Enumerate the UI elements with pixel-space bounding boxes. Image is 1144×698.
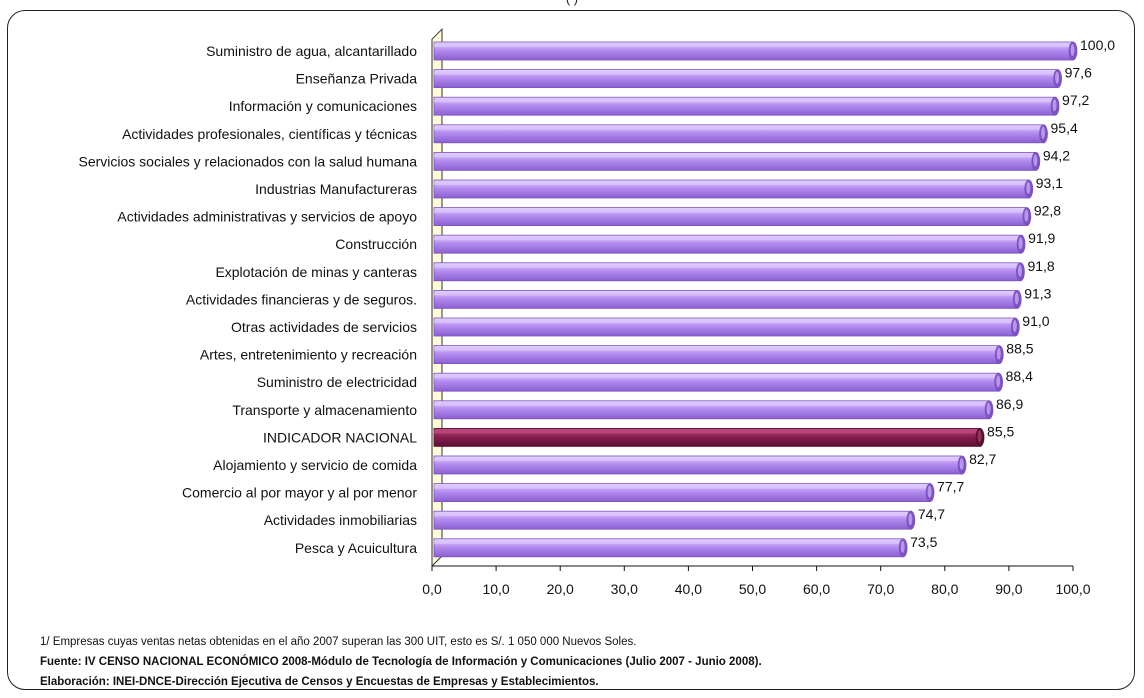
category-label: Alojamiento y servicio de comida [213,457,417,473]
bar-highlight [434,347,996,351]
category-label: Actividades administrativas y servicios … [117,209,417,225]
bar-end-shine [996,375,1001,388]
bar-end-shine [1041,126,1046,139]
value-label: 77,7 [937,479,964,495]
bar-end-shine [977,430,982,443]
category-label: Servicios sociales y relacionados con la… [78,153,417,169]
bar-highlight [434,237,1018,241]
bar-end-shine [927,485,932,498]
category-label: Explotación de minas y canteras [215,264,417,280]
bar-highlight [434,126,1040,130]
bar-end-shine [1026,182,1031,194]
category-label: Suministro de agua, alcantarillado [206,43,417,59]
value-label: 74,7 [918,506,945,522]
bar-end-shine [1017,264,1022,277]
category-label: Artes, entretenimiento y recreación [200,347,417,363]
bar-end-shine [959,458,964,470]
bar-highlight [434,540,900,544]
value-label: 88,4 [1006,368,1033,384]
bar-end-shine [1033,154,1038,167]
bar-highlight [434,209,1023,213]
category-label: Información y comunicaciones [229,98,417,114]
bar-chart: 0,0 10,0 20,0 30,0 40,0 50,0 60,0 70,0 80,0 90,0 1… [78,27,1115,597]
value-label: 91,9 [1028,230,1055,246]
bar-highlight [434,513,907,517]
value-label: 94,2 [1043,147,1070,163]
footnote: 1/ Empresas cuyas ventas netas obtenidas… [40,636,637,648]
bar-end-shine [1070,44,1075,56]
value-label: 95,4 [1051,120,1078,136]
category-label: Construcción [335,236,417,252]
category-label: Enseñanza Privada [296,71,418,87]
category-label: Actividades financieras y de seguros. [186,291,417,307]
x-tick-label: 60,0 [803,581,830,597]
category-label: Actividades profesionales, científicas y… [122,126,417,142]
bar-highlight [434,99,1052,103]
value-label: 82,7 [969,451,996,467]
chart-notes: 1/ Empresas cuyas ventas netas obtenidas… [40,632,762,692]
x-tick-label: 50,0 [739,581,766,597]
value-label: 73,5 [910,534,937,550]
bar-end-shine [1024,209,1029,222]
value-label: 92,8 [1034,203,1061,219]
bar-highlight [434,430,977,434]
x-tick-label: 40,0 [675,581,702,597]
x-tick-label: 20,0 [547,581,574,597]
x-tick-label: 80,0 [931,581,958,597]
value-label: 97,2 [1062,92,1089,108]
x-tick-label: 100,0 [1055,581,1090,597]
value-label: 85,5 [987,423,1014,439]
value-label: 91,8 [1027,258,1054,274]
x-tick-label: 10,0 [482,581,509,597]
bar-end-shine [1052,99,1057,112]
value-label: 91,3 [1024,285,1051,301]
bar-end-shine [1055,71,1060,84]
bar-end-shine [996,347,1001,360]
bar-end-shine [1018,237,1023,250]
bar-highlight [434,182,1025,185]
x-tick-label: 0,0 [422,581,442,597]
bar-end-shine [1014,292,1019,305]
category-label: INDICADOR NACIONAL [263,429,417,445]
value-label: 93,1 [1036,175,1063,191]
x-tick-label: 30,0 [611,581,638,597]
bar-highlight [434,44,1069,47]
bar-end-shine [908,513,913,526]
value-label: 91,0 [1022,313,1049,329]
bar-highlight [434,292,1014,296]
bar-highlight [434,71,1054,75]
bar-highlight [434,264,1017,268]
bar-highlight [434,485,927,489]
bar-highlight [434,154,1032,158]
header-fragment: ( ) [0,0,1144,6]
category-label: Pesca y Acuicultura [295,540,417,556]
category-label: Otras actividades de servicios [231,319,417,335]
bar-end-shine [986,402,991,415]
bar-end-shine [1012,320,1017,332]
bar-highlight [434,320,1012,323]
x-tick-label: 70,0 [867,581,894,597]
x-tick-label: 90,0 [995,581,1022,597]
category-label: Industrias Manufactureras [255,181,417,197]
category-label: Actividades inmobiliarias [264,512,417,528]
bar-highlight [434,375,995,379]
bar-highlight [434,458,959,461]
value-label: 86,9 [996,396,1023,412]
value-label: 88,5 [1006,341,1033,357]
value-label: 100,0 [1080,37,1115,53]
value-label: 97,6 [1065,65,1092,81]
category-label: Comercio al por mayor y al por menor [182,485,417,501]
source-note: Fuente: IV CENSO NACIONAL ECONÓMICO 2008… [40,656,762,668]
category-label: Suministro de electricidad [257,374,417,390]
bar-highlight [434,402,986,406]
category-label: Transporte y almacenamiento [232,402,417,418]
elaboration-note: Elaboración: INEI-DNCE-Dirección Ejecuti… [40,676,599,688]
bar-end-shine [900,540,905,553]
